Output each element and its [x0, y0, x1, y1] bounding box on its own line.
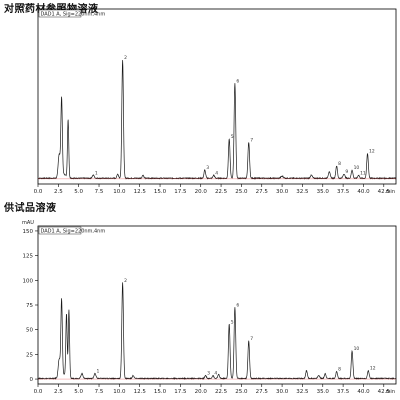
x-tick-label: 2.5	[54, 389, 63, 395]
x-tick-label: 37.5	[337, 189, 350, 195]
y-tick-label: 150	[23, 229, 34, 235]
plot-frame	[37, 225, 397, 385]
x-tick-label: 27.5	[256, 389, 269, 395]
peak-label: 3	[206, 165, 209, 171]
x-axis-label: min	[386, 189, 395, 195]
chart-2-title: 供试品溶液	[4, 203, 57, 214]
x-tick-label: 22.5	[215, 389, 228, 395]
peak-label: 10	[354, 165, 360, 171]
legend: DAD1 A, Sig=220nm,4nm	[38, 226, 106, 235]
x-tick-label: 2.5	[54, 189, 63, 195]
legend-label: DAD1 A, Sig=220nm,4nm	[41, 11, 106, 17]
x-tick-label: 30.0	[276, 189, 289, 195]
peak-label: 12	[370, 366, 376, 372]
x-tick-label: 12.5	[134, 189, 147, 195]
legend-label: DAD1 A, Sig=220nm,4nm	[41, 228, 106, 234]
chromatogram-2: DAD1 A, Sig=220nm,4nmmAU0255075100125150…	[22, 220, 397, 395]
x-tick-label: 37.5	[337, 389, 350, 395]
legend: DAD1 A, Sig=220nm,4nm	[38, 9, 106, 18]
x-tick-label: 20.0	[195, 389, 208, 395]
y-tick-label: 100	[23, 278, 34, 284]
legend-box	[38, 9, 82, 18]
y-axis-label: mAU	[22, 3, 34, 9]
x-tick-label: 25.0	[235, 389, 248, 395]
peak-label: 12	[369, 149, 375, 155]
x-tick-label: 7.5	[95, 389, 104, 395]
chromatogram-1: DAD1 A, Sig=220nm,4nm mAU 0.0 2.5 5.0 7.5 10.0…	[22, 3, 397, 195]
x-tick-label: 35.0	[317, 389, 330, 395]
peak-label: 11	[360, 170, 366, 176]
peak-label: 1	[96, 369, 99, 375]
x-tick-label: 40.0	[357, 189, 370, 195]
peak-label: 4	[214, 371, 217, 377]
x-tick-label: 12.5	[134, 389, 147, 395]
x-axis-label: min	[386, 389, 395, 395]
x-tick-label: 5.0	[74, 389, 83, 395]
peak-label: 5	[231, 134, 234, 140]
legend-box	[38, 226, 82, 235]
chromatogram-trace	[37, 282, 397, 381]
peak-label: 1	[95, 170, 98, 176]
peak-label: 8	[338, 161, 341, 167]
x-tick-label: 5.0	[74, 189, 83, 195]
x-tick-label: 22.5	[215, 189, 228, 195]
y-tick-label: 50	[26, 328, 33, 334]
y-tick-label: 125	[23, 254, 34, 260]
x-tick-label: 40.0	[357, 389, 370, 395]
x-tick-label: 15.0	[154, 189, 167, 195]
x-tick-label: 42.5	[378, 189, 391, 195]
y-tick-label: 0	[30, 377, 34, 383]
x-tick-label: 42.5	[378, 389, 391, 395]
x-tick-label: 32.5	[296, 189, 309, 195]
peak-label: 3	[207, 371, 210, 377]
peak-label: 6	[236, 79, 239, 85]
peak-label: 8	[338, 367, 341, 373]
x-tick-label: 30.0	[276, 389, 289, 395]
peak-label: 10	[354, 346, 360, 352]
y-tick-label: 75	[26, 303, 33, 309]
x-tick-label: 25.0	[235, 189, 248, 195]
peak-label: 4	[215, 170, 218, 176]
plot-frame	[37, 8, 397, 185]
y-axis-label: mAU	[22, 220, 34, 226]
x-tick-label: 0.0	[34, 189, 43, 195]
x-tick-label: 0.0	[34, 389, 43, 395]
peak-label: 7	[250, 336, 253, 342]
peak-label: 5	[231, 319, 234, 325]
x-tick-label: 15.0	[154, 389, 167, 395]
x-tick-label: 20.0	[195, 189, 208, 195]
x-tick-label: 10.0	[113, 189, 126, 195]
x-tick-label: 10.0	[113, 389, 126, 395]
peak-label: 6	[236, 302, 239, 308]
peak-label: 7	[250, 137, 253, 143]
peak-label: 2	[124, 278, 127, 284]
x-tick-label: 32.5	[296, 389, 309, 395]
x-tick-label: 17.5	[174, 189, 187, 195]
x-tick-label: 35.0	[317, 189, 330, 195]
x-tick-label: 27.5	[256, 189, 269, 195]
x-tick-label: 17.5	[174, 389, 187, 395]
chart-1-title: 对照药材参照物溶液	[4, 4, 99, 15]
x-tick-label: 7.5	[95, 189, 104, 195]
y-tick-label: 25	[26, 352, 33, 358]
chromatogram-trace	[37, 60, 397, 180]
peak-label: 2	[124, 55, 127, 61]
peak-label: 9	[345, 169, 348, 175]
